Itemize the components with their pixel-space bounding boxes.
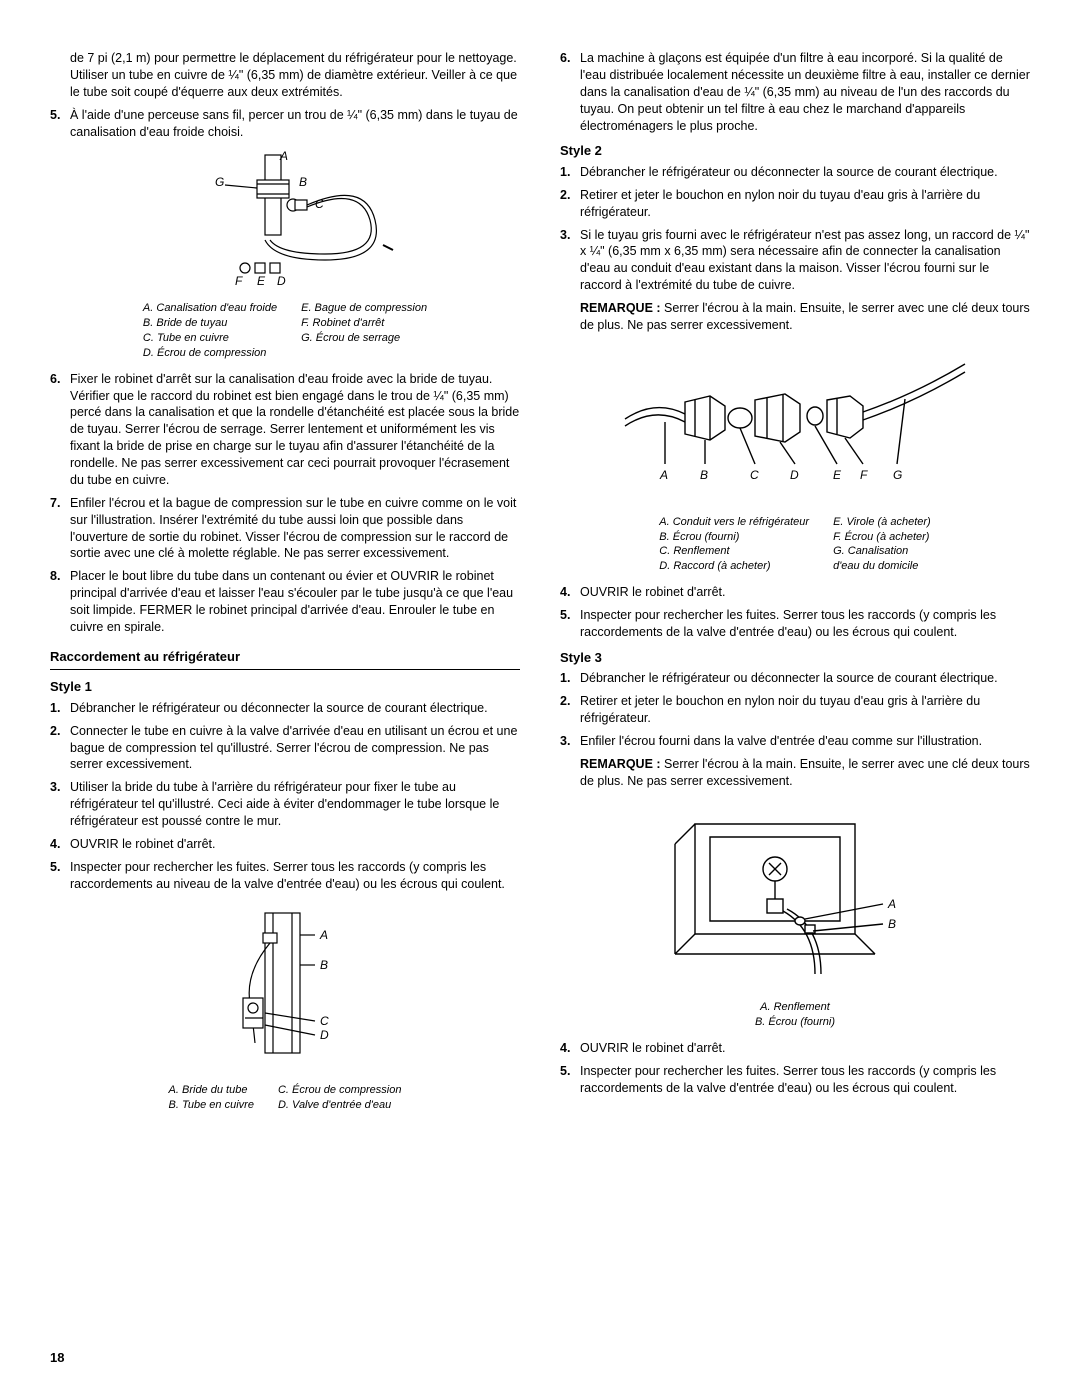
figure3-legend: A. Conduit vers le réfrigérateur B. Écro… — [560, 515, 1030, 574]
s2-step3: 3.Si le tuyau gris fourni avec le réfrig… — [560, 227, 1030, 295]
svg-text:A: A — [659, 468, 668, 482]
svg-text:E: E — [257, 274, 266, 288]
svg-text:D: D — [790, 468, 799, 482]
svg-text:F: F — [860, 468, 868, 482]
svg-text:C: C — [750, 468, 759, 482]
svg-text:B: B — [700, 468, 708, 482]
figure4-legend: A. Renflement B. Écrou (fourni) — [560, 1000, 1030, 1030]
s2-step2: 2.Retirer et jeter le bouchon en nylon n… — [560, 187, 1030, 221]
s2-step1: 1.Débrancher le réfrigérateur ou déconne… — [560, 164, 1030, 181]
s1-step1: 1.Débrancher le réfrigérateur ou déconne… — [50, 700, 520, 717]
svg-text:G: G — [215, 175, 224, 189]
step-text: de 7 pi (2,1 m) pour permettre le déplac… — [70, 50, 520, 101]
svg-text:E: E — [833, 468, 842, 482]
right-step6: 6.La machine à glaçons est équipée d'un … — [560, 50, 1030, 134]
figure-fridge-back: A B C D — [50, 903, 520, 1078]
step-6: 6.Fixer le robinet d'arrêt sur la canali… — [50, 371, 520, 489]
s3-step5: 5.Inspecter pour rechercher les fuites. … — [560, 1063, 1030, 1097]
s2-step5: 5.Inspecter pour rechercher les fuites. … — [560, 607, 1030, 641]
s1-step3: 3.Utiliser la bride du tube à l'arrière … — [50, 779, 520, 830]
step-continuation: de 7 pi (2,1 m) pour permettre le déplac… — [50, 50, 520, 101]
page-number: 18 — [50, 1349, 64, 1367]
svg-text:A: A — [887, 897, 896, 911]
section-heading: Raccordement au réfrigérateur — [50, 648, 520, 666]
svg-text:C: C — [320, 1014, 329, 1028]
section-rule — [50, 669, 520, 670]
s3-step2: 2.Retirer et jeter le bouchon en nylon n… — [560, 693, 1030, 727]
right-column: 6.La machine à glaçons est équipée d'un … — [560, 50, 1030, 1123]
s1-step5: 5.Inspecter pour rechercher les fuites. … — [50, 859, 520, 893]
remark-style2: REMARQUE : Serrer l'écrou à la main. Ens… — [560, 300, 1030, 334]
svg-text:F: F — [235, 274, 243, 288]
s3-step3: 3.Enfiler l'écrou fourni dans la valve d… — [560, 733, 1030, 750]
s3-step4: 4.OUVRIR le robinet d'arrêt. — [560, 1040, 1030, 1057]
s1-step2: 2.Connecter le tube en cuivre à la valve… — [50, 723, 520, 774]
s3-step1: 1.Débrancher le réfrigérateur ou déconne… — [560, 670, 1030, 687]
figure1-legend: A. Canalisation d'eau froide B. Bride de… — [50, 301, 520, 360]
svg-text:D: D — [320, 1028, 329, 1042]
style1-label: Style 1 — [50, 678, 520, 696]
s2-step4: 4.OUVRIR le robinet d'arrêt. — [560, 584, 1030, 601]
left-column: de 7 pi (2,1 m) pour permettre le déplac… — [50, 50, 520, 1123]
svg-text:B: B — [320, 958, 328, 972]
step-5: 5. À l'aide d'une perceuse sans fil, per… — [50, 107, 520, 141]
figure-coupling: A B C D E F G — [560, 344, 1030, 509]
svg-text:B: B — [299, 175, 307, 189]
figure2-legend: A. Bride du tube B. Tube en cuivre C. Éc… — [50, 1083, 520, 1113]
style2-label: Style 2 — [560, 142, 1030, 160]
svg-text:G: G — [893, 468, 902, 482]
step-7: 7.Enfiler l'écrou et la bague de compres… — [50, 495, 520, 563]
svg-text:B: B — [888, 917, 896, 931]
style3-label: Style 3 — [560, 649, 1030, 667]
svg-text:C: C — [315, 197, 324, 211]
svg-text:A: A — [319, 928, 328, 942]
step-8: 8.Placer le bout libre du tube dans un c… — [50, 568, 520, 636]
svg-text:D: D — [277, 274, 286, 288]
figure-wall-valve: A B — [560, 799, 1030, 994]
s1-step4: 4.OUVRIR le robinet d'arrêt. — [50, 836, 520, 853]
remark-style3: REMARQUE : Serrer l'écrou à la main. Ens… — [560, 756, 1030, 790]
figure-pipe-assembly: A G B C F E D — [50, 150, 520, 295]
svg-text:A: A — [279, 150, 288, 163]
